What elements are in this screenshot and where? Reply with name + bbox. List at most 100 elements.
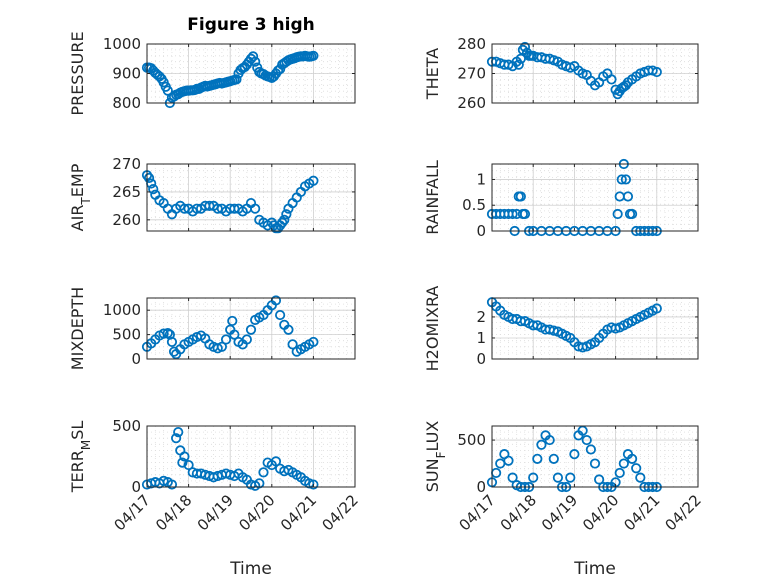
subplot-rainfall: 0 0.5 1 RAINFALL (423, 158, 699, 240)
data-point (308, 336, 319, 348)
y-tick-label: 270 (112, 155, 141, 173)
data-point (544, 434, 555, 446)
data-point (532, 453, 543, 464)
data-point (179, 451, 190, 462)
x-axis-label-left: Time (229, 559, 272, 579)
axes-box (146, 163, 356, 232)
x-tick-label: 04/22 (319, 491, 362, 534)
data-point (247, 51, 259, 62)
data-point (143, 172, 155, 184)
data-point (507, 208, 518, 220)
y-tick-label: 0 (131, 350, 141, 368)
data-point (231, 74, 242, 85)
subplot-air-temp: 260 265 270 AIRTEMP (68, 155, 356, 234)
data-point (275, 309, 286, 321)
data-point (606, 74, 617, 85)
data-point (610, 323, 621, 334)
x-tick-label: 04/19 (538, 491, 581, 534)
data-point (227, 315, 238, 327)
data-point (585, 444, 596, 455)
data-point (258, 467, 269, 478)
y-axis-label: SUNFLUX (423, 421, 448, 493)
y-tick-label: 260 (112, 211, 141, 229)
x-axis-label-right: Time (573, 559, 616, 579)
y-tick-label: 0.5 (462, 196, 486, 214)
y-tick-label: 0 (476, 350, 486, 368)
data-point (651, 303, 662, 314)
data-point (515, 191, 526, 202)
y-axis-label: TERRMSL (68, 421, 93, 494)
subplot-mixdepth: 0 500 1000 MIXDEPTH (68, 287, 356, 370)
data-point (183, 459, 194, 471)
data-point (283, 324, 294, 335)
y-tick-label: 500 (112, 417, 141, 435)
y-tick-label: 260 (457, 94, 486, 112)
data-point (229, 329, 240, 340)
data-point (536, 439, 547, 450)
x-tick-label: 04/17 (456, 491, 499, 534)
y-tick-label: 1 (476, 329, 486, 347)
data-point (589, 458, 601, 469)
subplot-theta: 260 270 280 THETA (423, 35, 699, 112)
x-tick-label: 04/21 (620, 491, 663, 534)
y-axis-label: AIRTEMP (68, 163, 93, 231)
subplot-h2omixra: 0 1 2 H2OMIXRA (423, 286, 699, 371)
data-point (519, 41, 531, 53)
data-point (503, 455, 514, 466)
y-axis-label: MIXDEPTH (68, 287, 87, 370)
axes-box (491, 425, 699, 488)
y-axis-label: THETA (423, 48, 442, 100)
data-point (622, 191, 634, 202)
data-point (626, 453, 638, 464)
data-point (171, 433, 182, 444)
subplot-pressure: 800 900 1000 PRESSURE (68, 31, 356, 116)
data-point (507, 472, 518, 483)
data-point (616, 174, 627, 185)
data-point (281, 209, 292, 220)
y-tick-label: 2 (476, 308, 486, 326)
data-point (548, 453, 559, 464)
data-point (173, 426, 184, 438)
data-point (177, 457, 188, 468)
data-point (254, 478, 265, 489)
data-point (626, 208, 638, 220)
x-tick-label: 04/20 (235, 491, 278, 534)
y-tick-label: 1 (476, 170, 486, 188)
data-point (241, 334, 252, 345)
data-point (581, 434, 592, 446)
data-point (577, 342, 588, 353)
plot-area (492, 164, 698, 231)
data-point (651, 66, 662, 78)
data-point (304, 478, 315, 489)
data-point (528, 472, 539, 483)
data-point (279, 214, 290, 225)
data-point (168, 346, 180, 357)
data-point (565, 472, 576, 483)
y-tick-label: 0 (476, 478, 486, 496)
data-point (631, 463, 642, 474)
y-tick-label: 900 (112, 65, 141, 83)
data-point (220, 334, 232, 345)
data-point (287, 339, 298, 350)
data-point (158, 475, 169, 486)
axes-box (491, 163, 699, 232)
axes-box (146, 425, 356, 488)
data-point (618, 458, 629, 469)
y-tick-label: 1000 (103, 301, 141, 319)
data-point (620, 174, 632, 185)
x-tick-label: 04/21 (277, 491, 320, 534)
data-point (250, 203, 261, 214)
y-tick-label: 0 (131, 478, 141, 496)
data-point (614, 467, 625, 479)
y-tick-label: 265 (112, 183, 141, 201)
data-point (548, 325, 559, 336)
data-point (612, 208, 623, 220)
data-point (166, 479, 178, 490)
data-point (635, 472, 646, 483)
data-point (594, 474, 605, 485)
data-point (166, 336, 178, 348)
x-tick-label: 04/17 (111, 491, 154, 534)
y-tick-label: 0 (476, 222, 486, 240)
